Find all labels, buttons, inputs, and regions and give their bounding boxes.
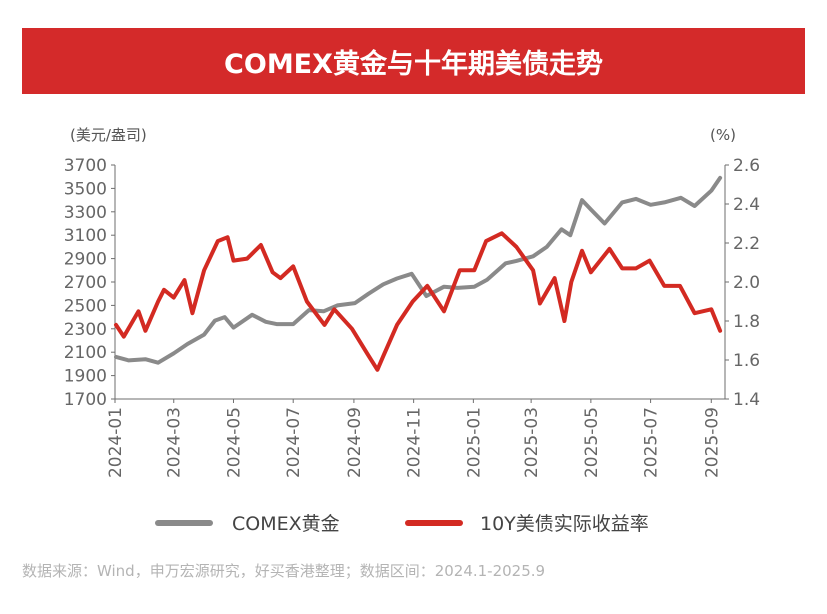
legend-item-yield-label: 10Y美债实际收益率 bbox=[480, 513, 649, 535]
left-tick-label: 1900 bbox=[64, 367, 107, 387]
left-tick-label: 2100 bbox=[64, 343, 107, 363]
left-tick-label: 2300 bbox=[64, 320, 107, 340]
x-tick-label: 2024-11 bbox=[405, 407, 425, 478]
left-tick-label: 3500 bbox=[64, 179, 107, 199]
right-tick-label: 2.0 bbox=[733, 273, 760, 293]
left-tick-label: 3700 bbox=[64, 156, 107, 176]
x-tick-label: 2024-09 bbox=[345, 407, 365, 478]
legend-item-gold-label: COMEX黄金 bbox=[232, 513, 340, 535]
left-tick-label: 2700 bbox=[64, 273, 107, 293]
title-bar: COMEX黄金与十年期美债走势 bbox=[22, 28, 805, 94]
x-tick-label: 2024-03 bbox=[165, 407, 185, 478]
x-tick-label: 2025-07 bbox=[642, 407, 662, 478]
right-axis-unit: (%) bbox=[710, 126, 736, 144]
x-tick-label: 2025-01 bbox=[464, 407, 484, 478]
gold-price-line bbox=[114, 175, 723, 365]
right-tick-label: 2.4 bbox=[733, 195, 760, 215]
x-tick-label: 2025-05 bbox=[582, 407, 602, 478]
source-note: 数据来源：Wind，申万宏源研究，好买香港整理；数据区间：2024.1-2025… bbox=[22, 562, 546, 580]
left-tick-label: 2900 bbox=[64, 250, 107, 270]
x-tick-label: 2025-09 bbox=[702, 407, 722, 478]
left-tick-label: 3300 bbox=[64, 203, 107, 223]
x-tick-label: 2024-01 bbox=[106, 407, 126, 478]
right-tick-label: 2.2 bbox=[733, 234, 760, 254]
left-tick-label: 2500 bbox=[64, 296, 107, 316]
x-tick-label: 2024-07 bbox=[284, 407, 304, 478]
left-tick-label: 1700 bbox=[64, 390, 107, 410]
right-tick-label: 1.6 bbox=[733, 351, 760, 371]
left-axis-unit: (美元/盎司) bbox=[70, 126, 147, 144]
chart-title: COMEX黄金与十年期美债走势 bbox=[224, 48, 603, 80]
right-tick-label: 1.4 bbox=[733, 390, 760, 410]
x-tick-label: 2025-03 bbox=[522, 407, 542, 478]
right-tick-label: 2.6 bbox=[733, 156, 760, 176]
left-tick-label: 3100 bbox=[64, 226, 107, 246]
x-tick-label: 2024-05 bbox=[224, 407, 244, 478]
right-tick-label: 1.8 bbox=[733, 312, 760, 332]
real-yield-line bbox=[114, 231, 723, 372]
